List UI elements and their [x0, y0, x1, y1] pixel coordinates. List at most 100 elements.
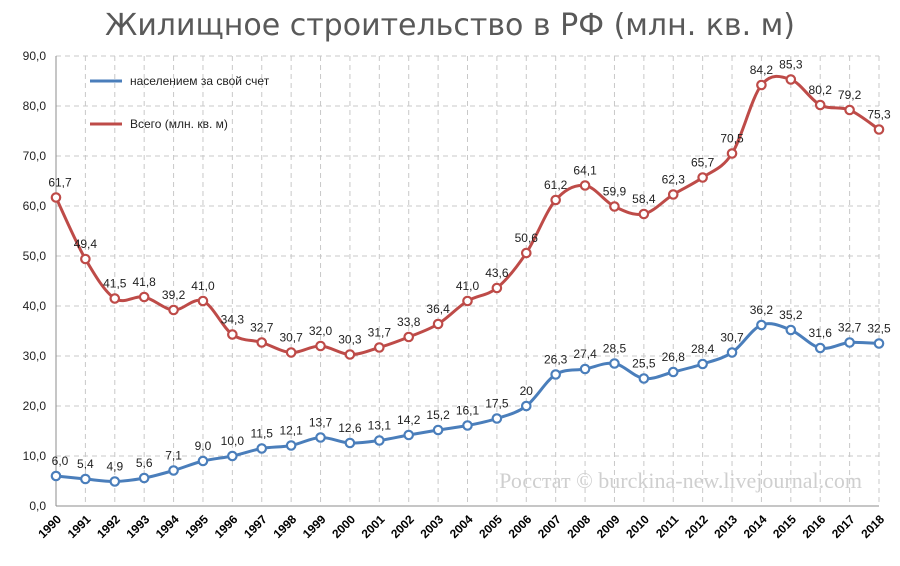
x-tick-label: 1993	[124, 512, 153, 541]
data-point-population	[109, 476, 121, 487]
x-tick-label: 2005	[476, 512, 505, 541]
data-point-total	[285, 347, 297, 358]
data-point-population	[520, 400, 532, 412]
data-label-total: 39,2	[162, 288, 186, 302]
data-point-total	[227, 329, 238, 340]
legend: населением за свой счет Всего (млн. кв. …	[90, 74, 270, 131]
data-point-population	[432, 424, 444, 436]
data-point-total	[256, 337, 268, 348]
x-tick-label: 1991	[65, 512, 94, 541]
data-label-population: 25,5	[632, 357, 656, 371]
data-label-total: 32,0	[309, 324, 333, 338]
x-tick-label: 2006	[506, 512, 535, 541]
data-point-population	[227, 450, 238, 462]
data-label-total: 85,3	[779, 58, 803, 72]
x-tick-label: 2010	[623, 512, 652, 541]
data-label-total: 58,4	[632, 192, 656, 206]
data-point-population	[579, 363, 591, 375]
data-point-total	[109, 293, 121, 304]
data-label-population: 26,3	[544, 353, 568, 367]
data-point-total	[315, 340, 326, 352]
data-point-total	[374, 342, 385, 353]
x-tick-label: 2001	[359, 512, 388, 541]
data-point-population	[756, 319, 767, 331]
data-label-total: 84,2	[750, 63, 774, 77]
data-label-population: 30,7	[720, 331, 744, 345]
legend-label-population: населением за свой счет	[130, 74, 270, 88]
data-point-population	[374, 435, 385, 446]
data-label-population: 12,1	[279, 424, 303, 438]
data-point-total	[726, 148, 738, 159]
data-point-population	[256, 443, 268, 454]
data-label-total: 30,3	[338, 333, 362, 347]
x-tick-label: 1996	[212, 512, 241, 541]
data-point-total	[491, 282, 503, 294]
data-label-population: 5,6	[136, 456, 153, 470]
y-tick-label: 30,0	[23, 349, 47, 363]
data-label-total: 50,6	[515, 231, 539, 245]
data-point-total	[168, 304, 179, 316]
data-point-total	[609, 201, 620, 212]
y-tick-label: 80,0	[23, 99, 47, 113]
data-label-total: 61,2	[544, 178, 568, 192]
data-label-total: 41,0	[456, 279, 480, 293]
data-point-population	[197, 455, 209, 467]
data-label-population: 9,0	[195, 439, 212, 453]
data-label-population: 4,9	[106, 460, 123, 474]
data-label-population: 16,1	[456, 404, 480, 418]
data-point-population	[50, 470, 62, 482]
x-tick-label: 2011	[653, 512, 682, 541]
x-tick-label: 2007	[535, 512, 564, 541]
x-tick-label: 1994	[153, 512, 182, 541]
data-point-total	[50, 192, 62, 203]
x-tick-label: 2000	[329, 512, 358, 541]
x-tick-label: 1995	[182, 512, 211, 541]
data-point-population	[638, 373, 650, 384]
data-point-population	[550, 369, 561, 380]
data-label-total: 80,2	[809, 83, 833, 97]
data-label-population: 20	[520, 384, 534, 398]
data-label-population: 15,2	[426, 408, 450, 422]
watermark: Росстат © burckina-new.livejournal.com	[499, 468, 862, 493]
data-point-population	[403, 429, 415, 441]
data-label-total: 31,7	[368, 326, 392, 340]
data-label-total: 79,2	[838, 88, 862, 102]
data-label-total: 64,1	[573, 164, 597, 178]
x-tick-label: 2002	[388, 512, 417, 541]
data-point-total	[138, 291, 150, 303]
chart-title: Жилищное строительство в РФ (млн. кв. м)	[105, 8, 795, 43]
data-point-population	[462, 420, 473, 431]
data-label-total: 41,0	[191, 279, 215, 293]
data-label-total: 49,4	[74, 237, 98, 251]
data-point-population	[138, 472, 150, 484]
data-point-population	[667, 366, 679, 378]
data-label-population: 13,1	[368, 419, 392, 433]
data-label-population: 5,4	[77, 457, 94, 471]
data-point-total	[814, 99, 826, 111]
data-label-population: 12,6	[338, 421, 362, 435]
x-tick-label: 1998	[270, 512, 299, 541]
legend-label-total: Всего (млн. кв. м)	[130, 117, 228, 131]
x-tick-label: 1992	[94, 512, 123, 541]
x-tick-label: 2016	[800, 512, 829, 541]
data-point-population	[80, 473, 91, 485]
series-layer	[50, 74, 885, 487]
y-tick-label: 40,0	[23, 299, 47, 313]
data-point-total	[785, 74, 797, 85]
data-label-population: 28,5	[603, 342, 627, 356]
data-label-population: 6,0	[52, 454, 69, 468]
data-point-population	[785, 324, 797, 336]
data-point-population	[285, 440, 297, 451]
data-label-population: 28,4	[691, 342, 715, 356]
data-label-population: 13,7	[309, 416, 333, 430]
data-point-population	[609, 358, 620, 369]
data-point-total	[80, 253, 91, 265]
data-point-total	[520, 247, 532, 259]
y-tick-label: 0,0	[29, 499, 46, 513]
data-point-total	[462, 295, 473, 307]
data-label-population: 14,2	[397, 413, 421, 427]
data-label-total: 43,6	[485, 266, 509, 280]
data-point-total	[550, 194, 561, 206]
data-label-population: 26,8	[662, 350, 686, 364]
data-label-total: 30,7	[279, 331, 303, 345]
